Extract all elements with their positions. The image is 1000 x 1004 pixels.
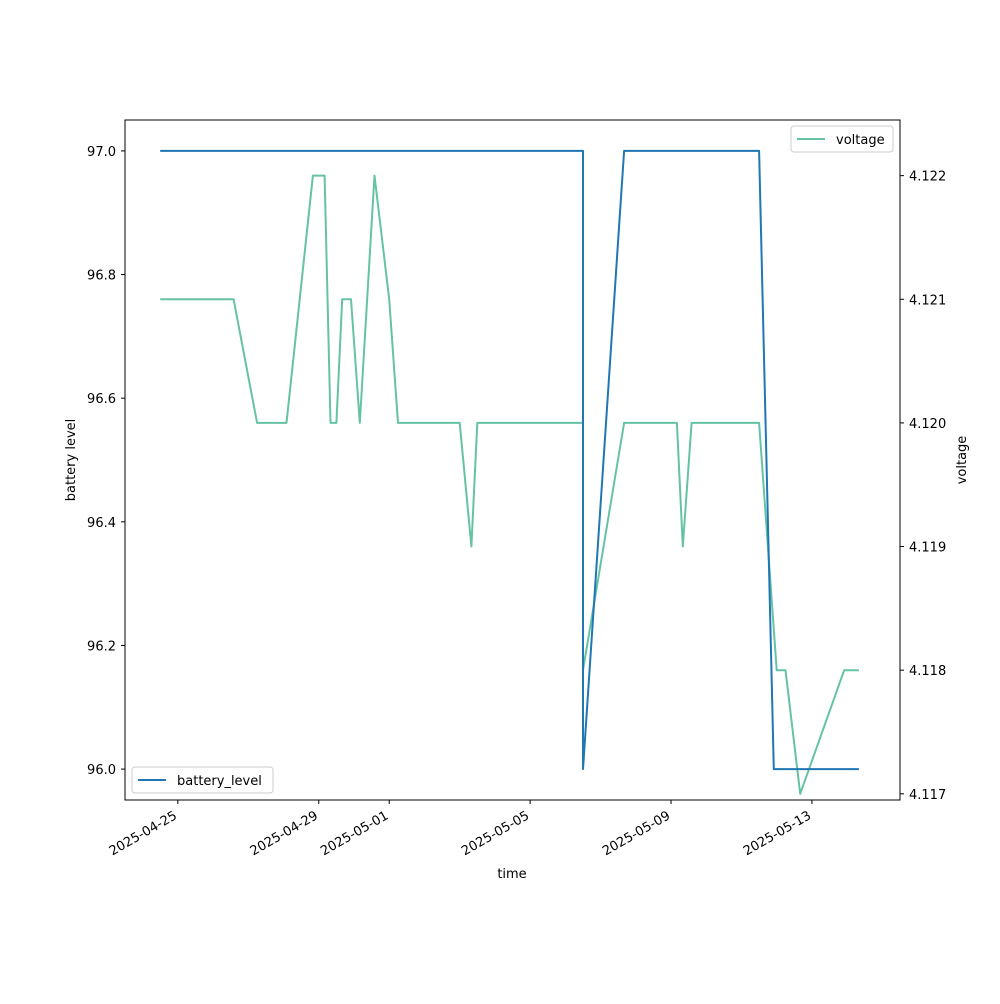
series-line-battery-level — [160, 149, 859, 771]
legend-voltage-label: voltage — [836, 133, 885, 148]
right-y-tick-label: 4.119 — [909, 541, 946, 556]
right-y-tick-label: 4.117 — [909, 788, 946, 803]
left-y-tick-label: 96.0 — [87, 763, 116, 778]
left-y-axis: 96.0 96.2 96.4 96.6 96.8 97.0 — [87, 145, 125, 778]
legend-battery-level: battery_level — [131, 766, 274, 794]
x-tick-label: 2025-04-25 — [107, 808, 180, 859]
left-y-tick-label: 96.8 — [87, 269, 116, 284]
left-y-tick-label: 96.4 — [87, 516, 116, 531]
plot-layer — [160, 149, 859, 795]
right-y-axis-label: voltage — [955, 436, 970, 485]
x-axis-label: time — [497, 867, 526, 882]
right-y-tick-label: 4.118 — [909, 664, 946, 679]
left-y-tick-label: 96.2 — [87, 639, 116, 654]
x-tick-label: 2025-04-29 — [248, 808, 321, 859]
x-tick-label: 2025-05-13 — [741, 808, 814, 859]
right-y-tick-label: 4.121 — [909, 293, 946, 308]
x-tick-label: 2025-05-05 — [459, 808, 532, 859]
legend-voltage: voltage — [790, 125, 894, 153]
right-y-axis: 4.117 4.118 4.119 4.120 4.121 4.122 — [900, 170, 946, 803]
legend-battery-level-box — [131, 766, 274, 794]
right-y-tick-label: 4.120 — [909, 417, 946, 432]
left-y-axis-label: battery level — [64, 419, 79, 502]
x-tick-label: 2025-05-01 — [318, 808, 391, 859]
series-line-voltage — [160, 174, 859, 795]
left-y-tick-label: 96.6 — [87, 392, 116, 407]
legend-battery-level-label: battery_level — [177, 774, 262, 789]
x-tick-label: 2025-05-09 — [600, 808, 673, 859]
legend-voltage-box — [790, 125, 894, 153]
right-y-tick-label: 4.122 — [909, 170, 946, 185]
plot-frame — [124, 119, 901, 801]
left-y-tick-label: 97.0 — [87, 145, 116, 160]
